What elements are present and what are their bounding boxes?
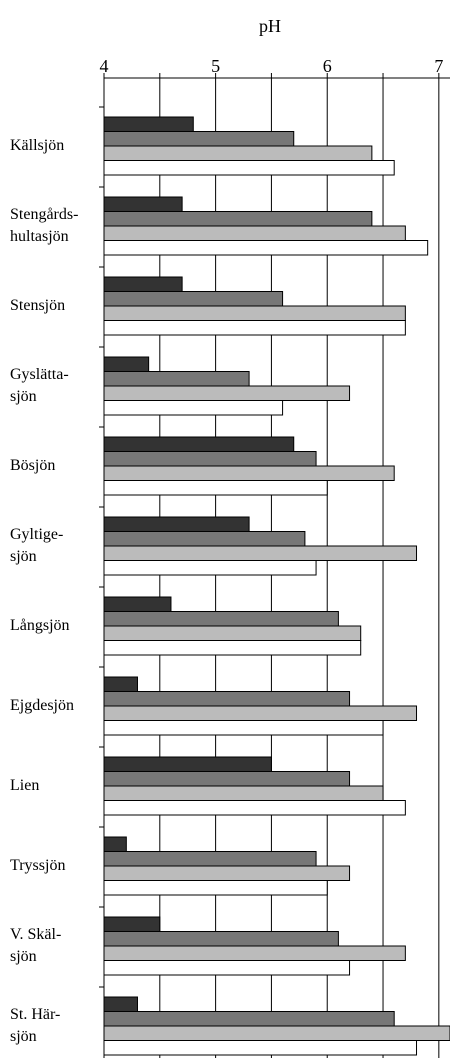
y-tick-label: V. Skäl- sjön <box>10 926 62 965</box>
bar <box>103 916 161 932</box>
x-tick-label: 5 <box>211 56 220 76</box>
bar <box>103 596 172 612</box>
bar <box>103 836 127 852</box>
bar <box>103 371 250 387</box>
bar <box>103 196 183 212</box>
bar <box>103 560 317 576</box>
bar <box>103 320 406 336</box>
bar <box>103 305 406 321</box>
y-tick-label: Stengårds- hultasjön <box>10 206 79 245</box>
bar <box>103 865 351 881</box>
bar <box>103 240 429 256</box>
y-tick-label: Gyslätta- sjön <box>10 366 69 405</box>
y-tick-label: Tryssjön <box>10 857 66 874</box>
bar <box>103 851 317 867</box>
bar <box>103 436 295 452</box>
bar <box>103 676 138 692</box>
bar <box>103 996 138 1012</box>
y-tick-label: Bösjön <box>10 457 56 474</box>
y-tick-label: Långsjön <box>10 617 70 634</box>
bar <box>103 356 150 372</box>
bar <box>103 960 351 976</box>
bar <box>103 931 339 947</box>
bar <box>103 611 339 627</box>
bar <box>103 945 406 961</box>
x-tick-label: 7 <box>434 56 443 76</box>
bar <box>103 291 284 307</box>
bar <box>103 465 395 481</box>
bar <box>103 145 373 161</box>
y-tick-label: Ejgdesjön <box>10 697 74 714</box>
y-tick-label: St. Här- sjön <box>10 1006 61 1045</box>
bar <box>103 531 306 547</box>
bar <box>103 116 194 132</box>
bar <box>103 756 272 772</box>
bar <box>103 1011 395 1027</box>
chart-title: pH <box>259 16 281 36</box>
y-tick-label: Källsjön <box>10 137 65 154</box>
bar <box>103 545 418 561</box>
bar <box>103 880 328 896</box>
bar <box>103 691 351 707</box>
bar <box>103 720 384 736</box>
bar <box>103 800 406 816</box>
y-tick-label: Lien <box>10 777 40 794</box>
bar <box>103 211 373 227</box>
bar <box>103 516 250 532</box>
bar <box>103 705 418 721</box>
bar <box>103 400 284 416</box>
bar <box>103 771 351 787</box>
bar <box>103 785 384 801</box>
bar <box>103 451 317 467</box>
bar <box>103 385 351 401</box>
bar <box>103 276 183 292</box>
x-tick-label: 4 <box>100 56 109 76</box>
bar <box>103 1040 418 1056</box>
bar <box>103 131 295 147</box>
bar <box>103 625 362 641</box>
bar <box>103 1025 450 1041</box>
y-tick-label: Gyltige- sjön <box>10 526 64 565</box>
bar <box>103 225 406 241</box>
bar <box>103 640 362 656</box>
bar <box>103 160 395 176</box>
x-tick-label: 6 <box>323 56 332 76</box>
bar <box>103 480 328 496</box>
y-tick-label: Stensjön <box>10 297 66 314</box>
